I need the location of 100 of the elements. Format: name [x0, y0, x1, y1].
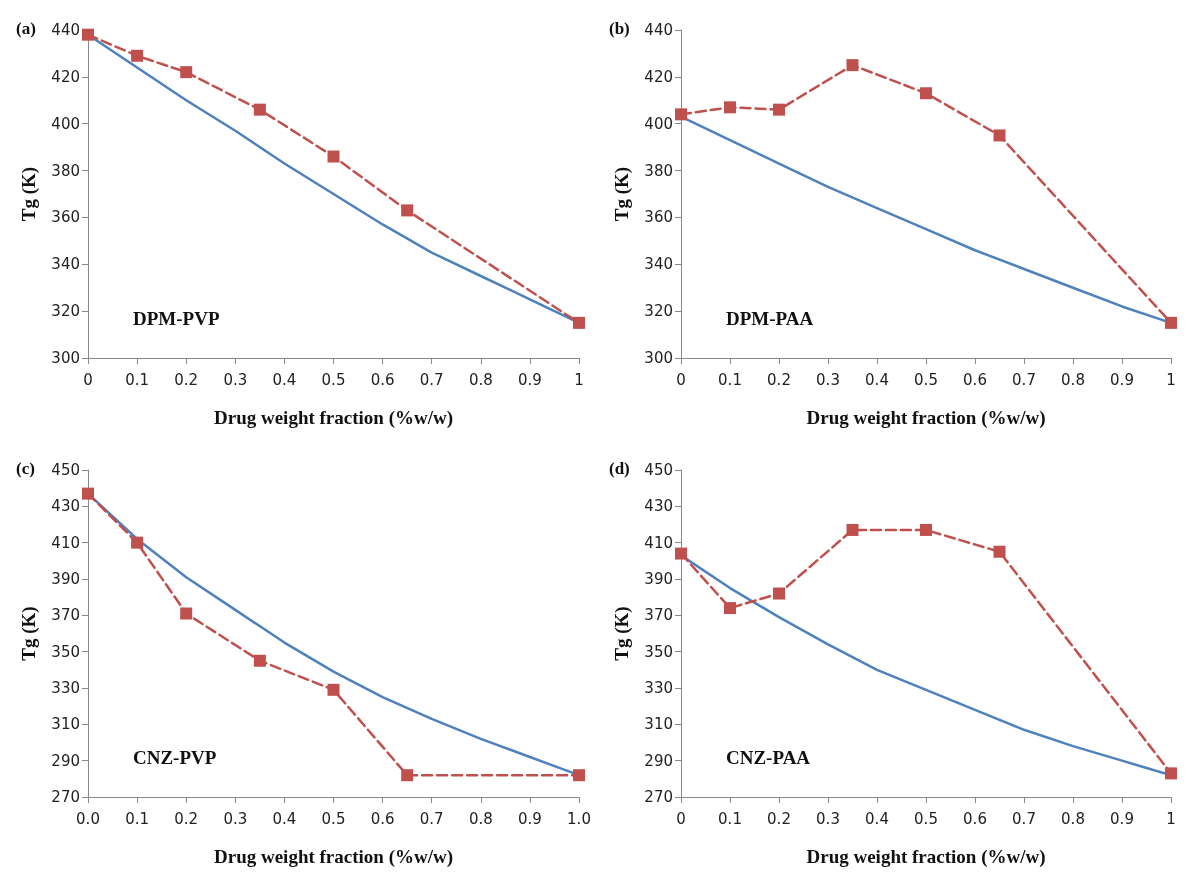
text: (a): [16, 19, 36, 38]
y-tick-label: 410: [644, 533, 673, 552]
x-tick-label: 0: [83, 370, 93, 389]
point: [401, 769, 414, 782]
y-tick-label: 340: [644, 255, 673, 274]
y-tick-label: 410: [51, 533, 80, 552]
y-tick-label: 440: [51, 21, 80, 39]
x-tick-label: 0.3: [223, 809, 248, 828]
y-tick-label: 370: [644, 606, 673, 625]
x-tick-label: 0.7: [419, 370, 444, 389]
x-tick-label: 0.8: [468, 370, 493, 389]
x-tick-label: 0.5: [321, 370, 346, 389]
point: [773, 587, 785, 600]
y-tick-label: 450: [644, 461, 673, 479]
x-tick-label: 1: [1166, 370, 1176, 389]
y-tick-label: 350: [51, 642, 80, 661]
text: (c): [16, 459, 35, 478]
x-axis-title: Drug weight fraction (%w/w): [213, 846, 454, 868]
y-tick-label: 350: [644, 642, 673, 661]
x-tick-label: 0.4: [865, 370, 889, 389]
point: [131, 536, 144, 549]
x-tick-label: 0.5: [321, 809, 346, 828]
y-tick-label: 400: [51, 114, 80, 133]
x-tick-label: 0.8: [1061, 809, 1085, 828]
x-tick-label: 0.9: [1110, 809, 1134, 828]
y-tick-label: 360: [51, 208, 80, 227]
y-tick-label: 430: [644, 497, 673, 516]
x-tick-label: 0.7: [1012, 809, 1036, 828]
text: (b): [609, 19, 630, 38]
y-tick-label: 310: [51, 715, 80, 734]
x-tick-label: 0.7: [1012, 370, 1036, 389]
y-tick-label: 300: [644, 349, 673, 367]
y-tick-label: 390: [51, 570, 80, 588]
point: [773, 103, 785, 116]
x-tick-label: 0.6: [963, 809, 987, 828]
y-axis-title: Tg (K): [18, 606, 40, 661]
x-tick-label: 0.8: [468, 809, 493, 828]
x-tick-label: 0.1: [718, 370, 742, 389]
y-axis-title: Tg (K): [611, 606, 633, 661]
point: [724, 101, 736, 114]
y-tick-label: 450: [51, 461, 80, 479]
y-tick-label: 290: [644, 751, 673, 770]
y-tick-label: 420: [644, 67, 673, 86]
x-axis-title: Drug weight fraction (%w/w): [806, 407, 1046, 429]
x-tick-label: 0.8: [1061, 370, 1085, 389]
x-tick-label: 0.3: [816, 370, 840, 389]
x-tick-label: 0.6: [370, 370, 395, 389]
x-axis-title: Drug weight fraction (%w/w): [806, 846, 1046, 868]
y-tick-label: 440: [644, 21, 673, 39]
x-tick-label: 0.1: [718, 809, 742, 828]
point: [573, 769, 585, 782]
x-tick-label: 1: [1166, 809, 1176, 828]
point: [327, 683, 340, 696]
y-axis-title: Tg (K): [18, 166, 40, 222]
x-tick-label: 0.0: [76, 809, 100, 828]
x-tick-label: 0.5: [914, 809, 938, 828]
x-tick-label: 0.6: [370, 809, 395, 828]
x-tick-label: 0.4: [272, 370, 297, 389]
y-tick-label: 340: [51, 255, 80, 274]
y-tick-label: 320: [51, 302, 80, 321]
point: [82, 487, 94, 500]
point: [675, 547, 687, 560]
y-tick-label: 330: [644, 679, 673, 697]
point: [131, 49, 144, 62]
y-tick-label: 300: [51, 349, 80, 367]
point: [675, 108, 687, 121]
text: (d): [609, 459, 630, 478]
y-tick-label: 420: [51, 67, 80, 86]
x-tick-label: 0.1: [125, 370, 150, 389]
annotation: CNZ-PAA: [726, 747, 811, 768]
x-tick-label: 0.2: [767, 370, 791, 389]
x-tick-label: 0.3: [816, 809, 840, 828]
x-tick-label: 0.1: [125, 809, 150, 828]
x-tick-label: 0.2: [174, 370, 199, 389]
point: [180, 607, 193, 620]
y-tick-label: 270: [51, 788, 80, 806]
point: [253, 103, 266, 116]
y-tick-label: 380: [644, 161, 673, 180]
annotation: DPM-PAA: [726, 308, 814, 329]
y-tick-label: 390: [644, 570, 673, 588]
x-tick-label: 0.3: [223, 370, 248, 389]
x-tick-label: 0.6: [963, 370, 987, 389]
point: [573, 316, 585, 329]
annotation: DPM-PVP: [133, 308, 220, 329]
x-tick-label: 0.4: [272, 809, 297, 828]
point: [82, 28, 94, 41]
point: [401, 204, 414, 217]
annotation: CNZ-PVP: [133, 747, 217, 768]
point: [993, 129, 1006, 142]
point: [846, 523, 859, 536]
point: [253, 654, 266, 667]
x-tick-label: 0.2: [767, 809, 791, 828]
x-tick-label: 0.9: [517, 809, 542, 828]
x-tick-label: 0.2: [174, 809, 199, 828]
point: [920, 87, 932, 100]
x-tick-label: 1: [574, 370, 584, 389]
point: [1165, 767, 1177, 780]
point: [993, 545, 1006, 558]
y-tick-label: 330: [51, 679, 80, 697]
point: [846, 59, 859, 72]
